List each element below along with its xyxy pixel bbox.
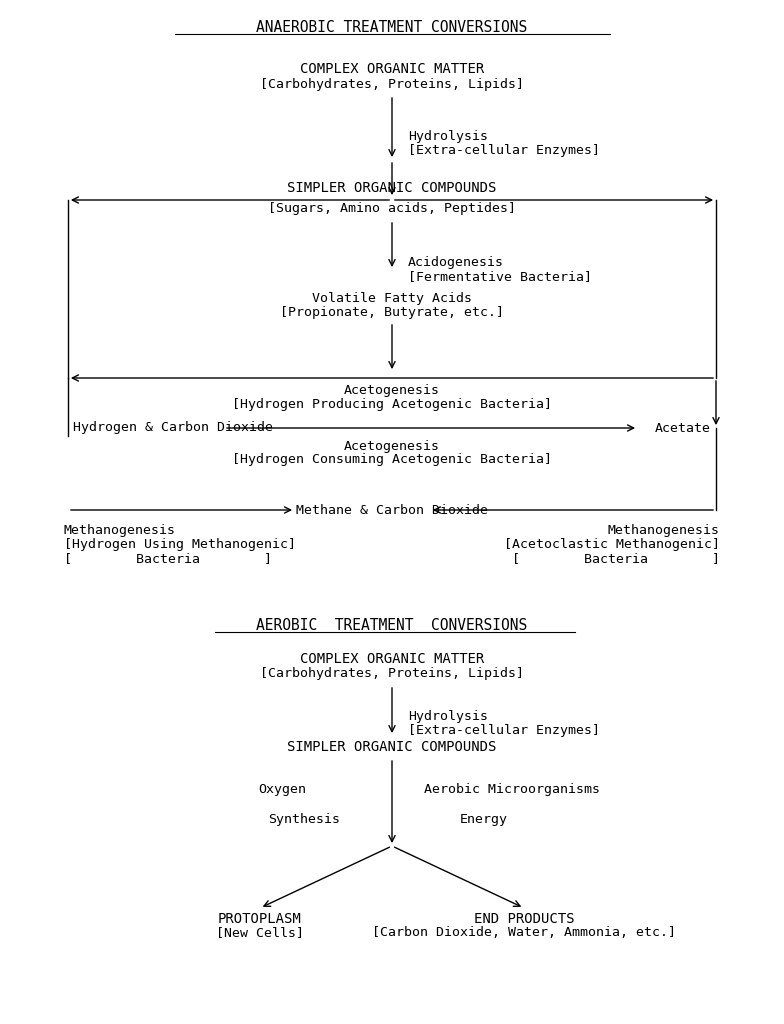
Text: Methane & Carbon Dioxide: Methane & Carbon Dioxide [296,504,488,516]
Text: [Carbohydrates, Proteins, Lipids]: [Carbohydrates, Proteins, Lipids] [260,667,524,680]
Text: [Hydrogen Using Methanogenic]: [Hydrogen Using Methanogenic] [64,538,296,551]
Text: [Extra-cellular Enzymes]: [Extra-cellular Enzymes] [408,144,600,157]
Text: [Extra-cellular Enzymes]: [Extra-cellular Enzymes] [408,724,600,737]
Text: Hydrolysis: Hydrolysis [408,710,488,723]
Text: Methanogenesis: Methanogenesis [608,524,720,537]
Text: Aerobic Microorganisms: Aerobic Microorganisms [424,783,600,797]
Text: [Hydrogen Consuming Acetogenic Bacteria]: [Hydrogen Consuming Acetogenic Bacteria] [232,453,552,466]
Text: [        Bacteria        ]: [ Bacteria ] [512,552,720,565]
Text: AEROBIC  TREATMENT  CONVERSIONS: AEROBIC TREATMENT CONVERSIONS [256,618,528,633]
Text: Oxygen: Oxygen [258,783,306,797]
Text: [        Bacteria        ]: [ Bacteria ] [64,552,272,565]
Text: [Carbohydrates, Proteins, Lipids]: [Carbohydrates, Proteins, Lipids] [260,78,524,91]
Text: [Carbon Dioxide, Water, Ammonia, etc.]: [Carbon Dioxide, Water, Ammonia, etc.] [372,926,676,939]
Text: COMPLEX ORGANIC MATTER: COMPLEX ORGANIC MATTER [299,652,485,666]
Text: Methanogenesis: Methanogenesis [64,524,176,537]
Text: SIMPLER ORGANIC COMPOUNDS: SIMPLER ORGANIC COMPOUNDS [287,740,497,754]
Text: ANAEROBIC TREATMENT CONVERSIONS: ANAEROBIC TREATMENT CONVERSIONS [256,20,528,35]
Text: Acetate: Acetate [655,422,711,434]
Text: Acidogenesis: Acidogenesis [408,256,504,269]
Text: [Hydrogen Producing Acetogenic Bacteria]: [Hydrogen Producing Acetogenic Bacteria] [232,398,552,411]
Text: [Fermentative Bacteria]: [Fermentative Bacteria] [408,270,592,283]
Text: [Sugars, Amino acids, Peptides]: [Sugars, Amino acids, Peptides] [268,202,516,215]
Text: [Acetoclastic Methanogenic]: [Acetoclastic Methanogenic] [504,538,720,551]
Text: [Propionate, Butyrate, etc.]: [Propionate, Butyrate, etc.] [280,306,504,319]
Text: SIMPLER ORGANIC COMPOUNDS: SIMPLER ORGANIC COMPOUNDS [287,181,497,195]
Text: COMPLEX ORGANIC MATTER: COMPLEX ORGANIC MATTER [299,62,485,76]
Text: Energy: Energy [460,813,508,826]
Text: PROTOPLASM: PROTOPLASM [218,912,302,926]
Text: [New Cells]: [New Cells] [216,926,304,939]
Text: Synthesis: Synthesis [268,813,340,826]
Text: Acetogenesis: Acetogenesis [344,384,440,397]
Text: Hydrolysis: Hydrolysis [408,130,488,143]
Text: END PRODUCTS: END PRODUCTS [474,912,574,926]
Text: Acetogenesis: Acetogenesis [344,440,440,453]
Text: Hydrogen & Carbon Dioxide: Hydrogen & Carbon Dioxide [73,422,273,434]
Text: Volatile Fatty Acids: Volatile Fatty Acids [312,292,472,305]
